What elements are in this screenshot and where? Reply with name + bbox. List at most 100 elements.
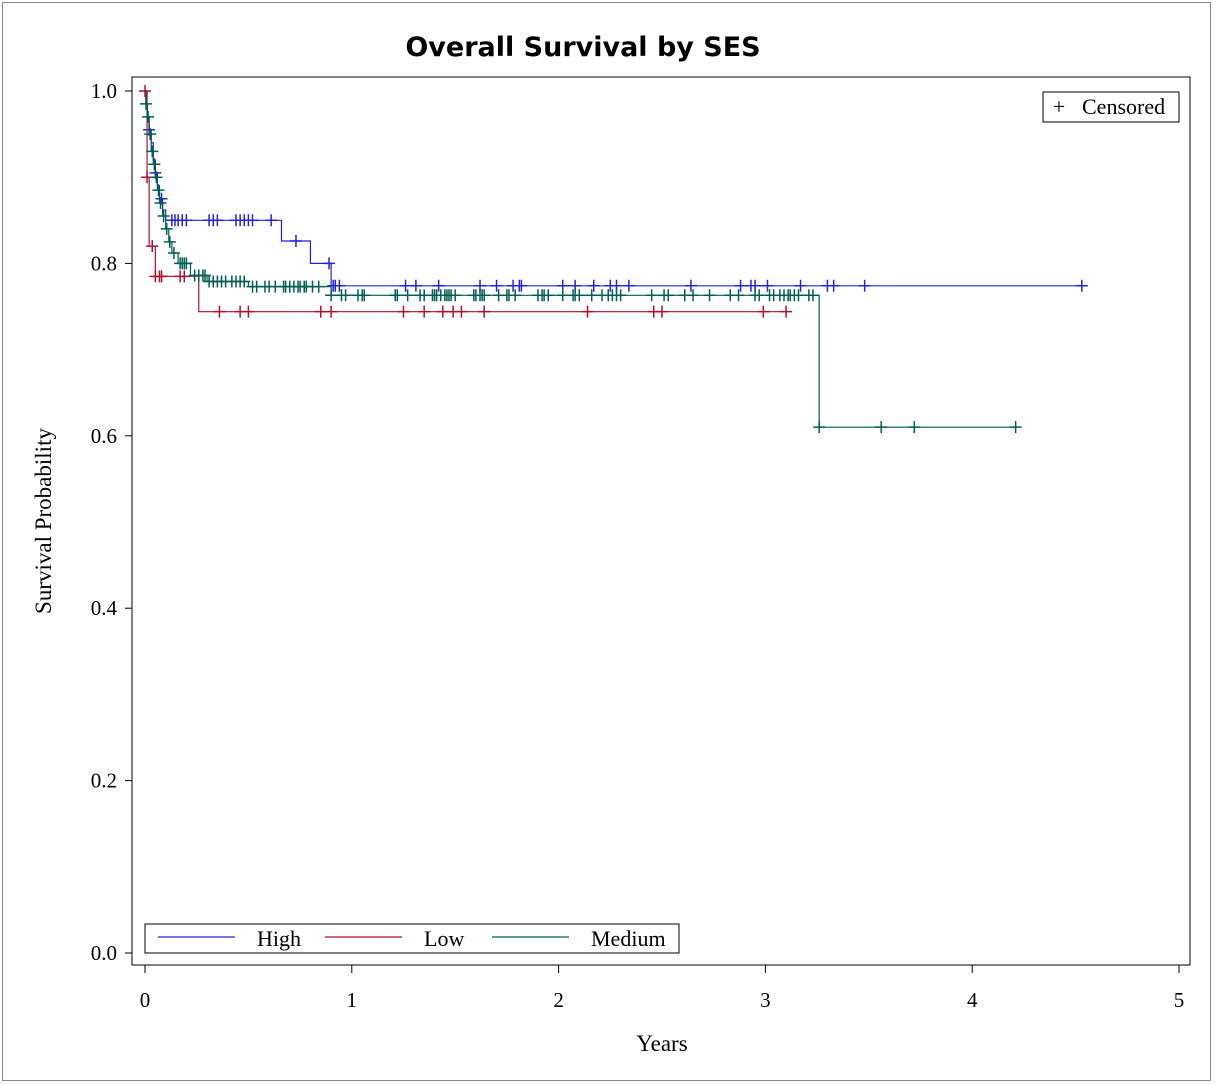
x-axis-label: Years (636, 1031, 687, 1056)
censor-mark (732, 289, 745, 302)
censor-mark (144, 128, 157, 141)
censor-mark (684, 279, 697, 292)
censor-mark (573, 289, 586, 302)
censor-mark (806, 289, 819, 302)
censor-mark (585, 289, 598, 302)
censor-mark (154, 197, 167, 210)
censor-legend-box (1042, 91, 1180, 123)
censor-mark (734, 279, 747, 292)
censor-mark (401, 289, 414, 302)
censor-mark (358, 289, 371, 302)
chart-title: Overall Survival by SES (405, 32, 760, 63)
censor-mark (146, 145, 159, 158)
x-tick-label: 0 (140, 988, 151, 1012)
survival-curve-low (145, 90, 787, 313)
censor-mark (140, 97, 153, 110)
censor-mark (436, 305, 449, 318)
censor-mark (687, 289, 700, 302)
y-axis: 0.0 0.2 0.4 0.6 0.8 1.0 (91, 79, 132, 965)
censor-mark (160, 222, 173, 235)
censor-mark (163, 235, 176, 248)
censor-mark (1075, 279, 1088, 292)
censor-mark (157, 209, 170, 222)
censor-mark (490, 279, 503, 292)
survival-curve-high (145, 90, 1082, 287)
censor-mark (339, 289, 352, 302)
censor-mark (1009, 421, 1022, 434)
censor-mark (509, 289, 522, 302)
censor-mark (753, 289, 766, 302)
y-axis-label: Survival Probability (31, 428, 56, 614)
censor-mark (761, 279, 774, 292)
censor-mark (323, 257, 336, 270)
censor-mark (180, 257, 193, 270)
censor-legend-label: Censored (1082, 94, 1165, 119)
censor-mark (858, 279, 871, 292)
censor-mark (645, 289, 658, 302)
censor-mark (794, 279, 807, 292)
censor-mark (614, 289, 627, 302)
y-tick-label: 0.2 (91, 769, 117, 793)
censor-mark (152, 184, 165, 197)
y-tick-label: 0.0 (91, 941, 117, 965)
censor-mark (813, 421, 826, 434)
censor-mark (146, 240, 159, 253)
y-tick-label: 0.6 (91, 424, 117, 448)
censor-mark (399, 279, 412, 292)
censor-mark (827, 279, 840, 292)
x-tick-label: 1 (347, 988, 358, 1012)
censor-mark (622, 279, 635, 292)
legend-label-medium: Medium (591, 926, 666, 951)
censor-mark (155, 270, 168, 283)
censor-mark (478, 289, 491, 302)
censor-mark (333, 279, 346, 292)
censor-mark (757, 305, 770, 318)
censor-mark (792, 289, 805, 302)
censor-mark (656, 305, 668, 318)
censor-mark (478, 305, 491, 318)
survival-curve-medium (145, 90, 1016, 428)
x-axis: 0 1 2 3 4 5 (140, 965, 1184, 1012)
series-high (143, 90, 1088, 292)
censor-mark (703, 289, 716, 302)
censor-mark (581, 305, 594, 318)
censor-mark (167, 247, 180, 260)
y-tick-label: 0.4 (91, 596, 118, 620)
series-legend-box (144, 923, 680, 954)
series-low (139, 85, 793, 318)
censor-mark (908, 421, 921, 434)
censor-mark (662, 289, 675, 302)
censor-mark (409, 279, 422, 292)
series-medium (140, 90, 1022, 434)
censor-mark (432, 279, 445, 292)
censor-legend: + Censored (1042, 91, 1180, 123)
censor-mark (418, 305, 431, 318)
legend-label-high: High (257, 926, 301, 951)
censor-mark (325, 289, 338, 302)
censor-mark (391, 289, 404, 302)
censor-mark (142, 110, 155, 123)
censor-mark (178, 270, 191, 283)
censor-mark (246, 214, 259, 227)
censor-mark (449, 289, 462, 302)
censor-mark (587, 279, 600, 292)
censor-mark (180, 214, 193, 227)
censor-mark (325, 305, 338, 318)
censor-mark (211, 214, 224, 227)
censor-mark (397, 305, 410, 318)
censor-mark (213, 305, 226, 318)
censor-mark (238, 275, 251, 288)
censor-mark (515, 279, 528, 292)
y-tick-label: 0.8 (91, 251, 117, 275)
censor-mark (312, 280, 325, 293)
y-tick-label: 1.0 (91, 79, 117, 103)
censor-mark (875, 421, 888, 434)
x-tick-label: 3 (760, 988, 771, 1012)
x-tick-label: 2 (553, 988, 564, 1012)
censor-mark (265, 214, 278, 227)
censor-mark (455, 305, 468, 318)
censor-mark (314, 305, 327, 318)
legend-label-low: Low (424, 926, 464, 951)
